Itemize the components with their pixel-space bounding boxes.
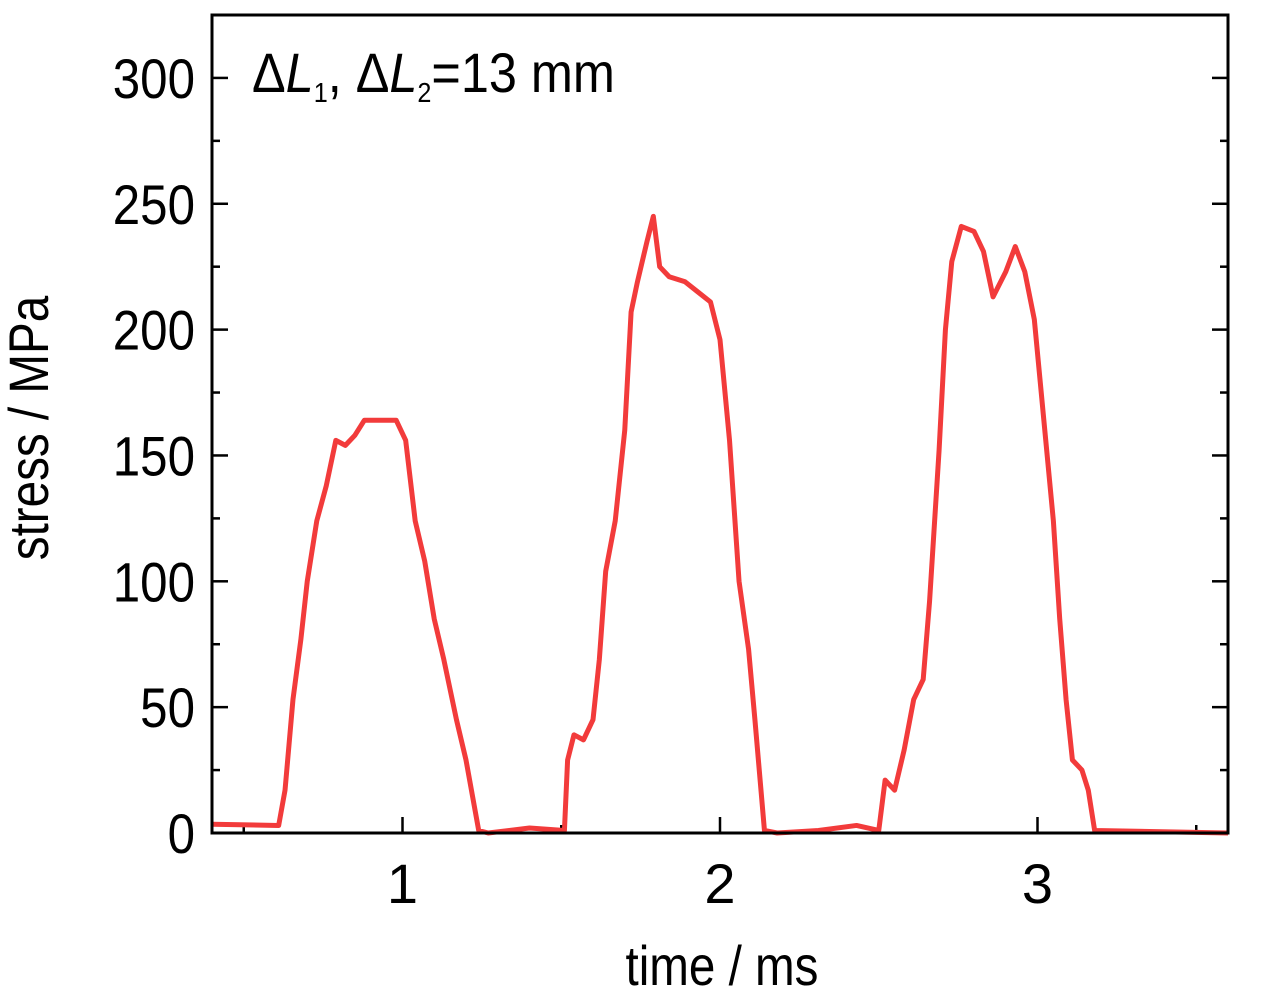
y-axis-label: stress / MPa	[0, 296, 61, 561]
y-tick-label: 100	[113, 551, 195, 614]
annotation-part: , Δ	[328, 43, 390, 105]
x-tick-label: 1	[387, 852, 418, 915]
annotation-part: 1	[314, 77, 328, 109]
plot-frame	[210, 13, 1230, 835]
annotation: ΔL1, ΔL2=13 mm	[252, 43, 615, 109]
annotation-part: Δ	[252, 43, 286, 105]
annotation-part: L	[389, 43, 417, 105]
y-tick-label: 50	[140, 677, 195, 740]
annotation-part: =13 mm	[431, 43, 614, 105]
y-tick-label: 300	[113, 48, 195, 111]
y-tick-label: 150	[113, 426, 195, 489]
data-line	[211, 213, 1229, 836]
x-tick-label: 2	[704, 852, 735, 915]
x-tick-label: 3	[1022, 852, 1053, 915]
y-tick-label: 250	[113, 174, 195, 237]
y-tick-label: 200	[113, 300, 195, 363]
y-tick-label: 0	[168, 803, 195, 866]
x-axis-label: time / ms	[626, 935, 819, 989]
annotation-part: 2	[417, 77, 431, 109]
annotation-part: L	[286, 43, 314, 105]
